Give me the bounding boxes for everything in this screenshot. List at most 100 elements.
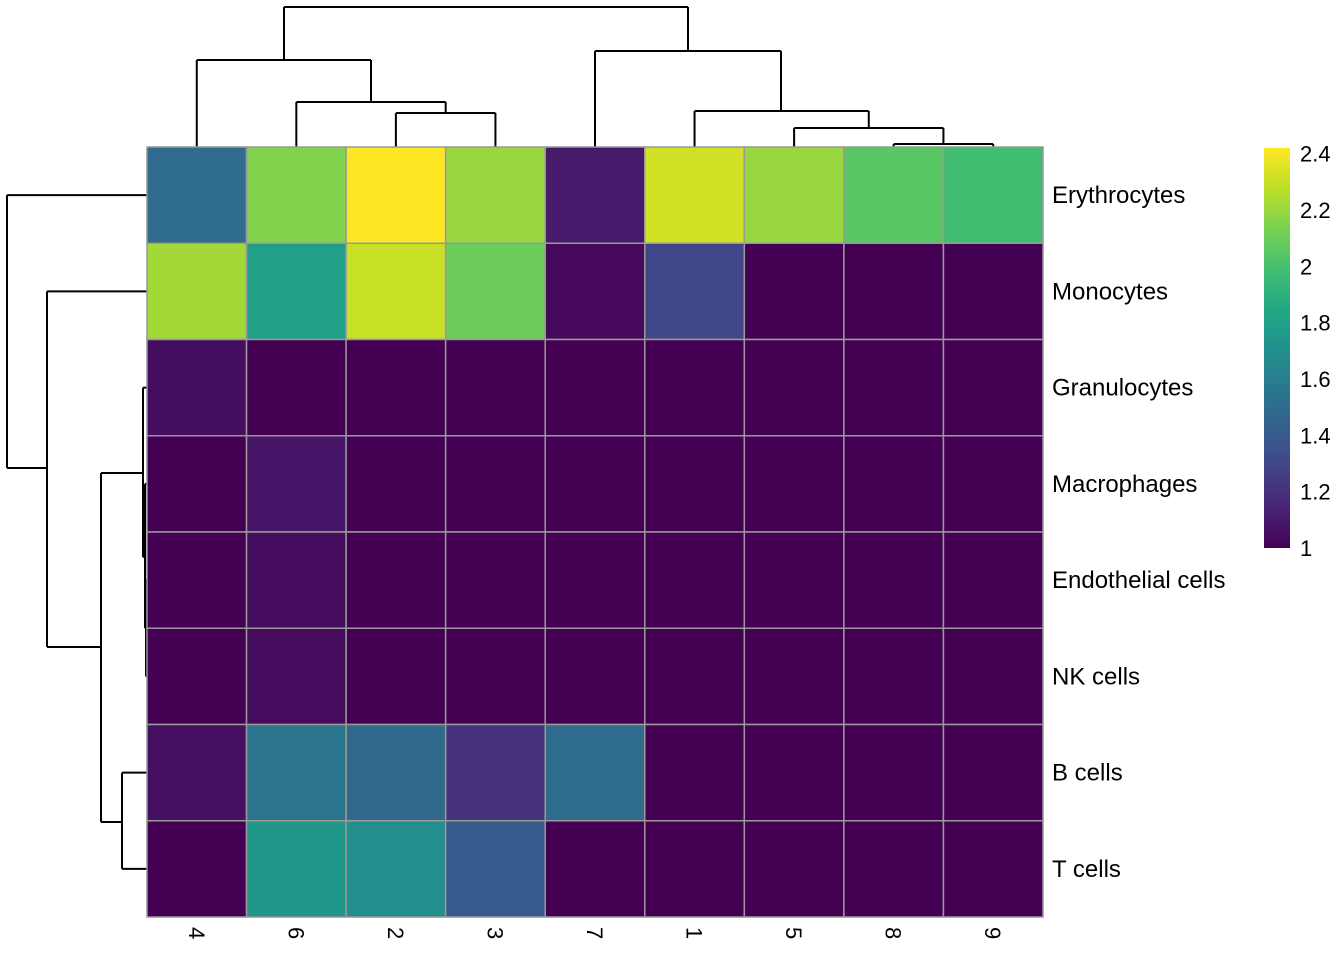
heatmap-cell	[644, 820, 746, 918]
heatmap-cell	[942, 531, 1044, 629]
legend-tick-label: 2	[1300, 254, 1312, 279]
heatmap-cell	[743, 338, 845, 437]
column-label: 4	[184, 927, 209, 939]
heatmap-cell	[444, 627, 546, 726]
heatmap-cell	[743, 435, 845, 533]
heatmap-cell	[843, 820, 945, 918]
heatmap-cell	[544, 242, 646, 341]
heatmap-cell	[345, 627, 447, 726]
heatmap-cell	[942, 723, 1044, 822]
heatmap-cell	[544, 338, 646, 437]
heatmap-cell	[843, 531, 945, 629]
heatmap-cell	[345, 338, 447, 437]
column-label: 2	[383, 927, 408, 939]
heatmap-cell	[644, 627, 746, 726]
column-dendrogram	[195, 6, 995, 147]
row-label: B cells	[1052, 760, 1123, 787]
heatmap-cell	[444, 242, 546, 341]
heatmap-cell	[345, 531, 447, 629]
row-label: T cells	[1052, 856, 1121, 883]
heatmap-cell	[345, 820, 447, 918]
heatmap-cell	[942, 820, 1044, 918]
row-label: Macrophages	[1052, 471, 1197, 498]
heatmap-cell	[146, 146, 248, 244]
heatmap-cell	[444, 723, 546, 822]
column-label: 8	[881, 927, 906, 939]
column-label: 9	[980, 927, 1005, 939]
heatmap-cell	[444, 338, 546, 437]
heatmap-cell	[146, 531, 248, 629]
heatmap-cell	[644, 531, 746, 629]
heatmap-cell	[644, 242, 746, 341]
heatmap-cell	[146, 435, 248, 533]
heatmap-cell	[942, 627, 1044, 726]
row-label: Endothelial cells	[1052, 567, 1225, 594]
heatmap-cell	[146, 627, 248, 726]
heatmap-cell	[942, 146, 1044, 244]
heatmap-cell	[345, 242, 447, 341]
heatmap-cell	[444, 146, 546, 244]
heatmap-cell	[245, 146, 347, 244]
heatmap-cell	[942, 338, 1044, 437]
heatmap-cell	[544, 723, 646, 822]
heatmap-cell	[544, 435, 646, 533]
heatmap-cell	[146, 338, 248, 437]
row-dendrogram	[6, 194, 147, 870]
heatmap-cell	[245, 820, 347, 918]
legend-tick-label: 1.2	[1300, 480, 1331, 505]
heatmap-cell	[245, 723, 347, 822]
heatmap-cell	[743, 723, 845, 822]
heatmap-cell	[345, 146, 447, 244]
heatmap-cell	[644, 723, 746, 822]
row-label: Granulocytes	[1052, 375, 1193, 402]
heatmap-cells	[146, 146, 1044, 918]
heatmap-cell	[843, 627, 945, 726]
heatmap-cell	[942, 242, 1044, 341]
legend-tick-label: 1.8	[1300, 311, 1331, 336]
heatmap-cell	[644, 435, 746, 533]
heatmap-cell	[743, 820, 845, 918]
heatmap-cell	[843, 146, 945, 244]
heatmap-cell	[544, 820, 646, 918]
legend-tick-label: 2.4	[1300, 142, 1331, 167]
heatmap-cell	[743, 146, 845, 244]
heatmap-cell	[146, 820, 248, 918]
heatmap-cell	[444, 820, 546, 918]
heatmap-cell	[245, 242, 347, 341]
row-labels: Erythrocytes Monocytes Granulocytes Macroph…	[1052, 182, 1225, 883]
legend-tick-label: 2.2	[1300, 198, 1331, 223]
heatmap-cell	[444, 531, 546, 629]
heatmap-cell	[245, 627, 347, 726]
heatmap-cell	[644, 338, 746, 437]
heatmap-cell	[544, 627, 646, 726]
column-label: 5	[781, 927, 806, 939]
legend-tick-label: 1.6	[1300, 367, 1331, 392]
row-label: Monocytes	[1052, 278, 1168, 305]
heatmap-cell	[245, 531, 347, 629]
column-label: 3	[482, 927, 507, 939]
heatmap-cell	[843, 338, 945, 437]
column-labels: 4 6 2 3 7 1 5 8 9	[184, 927, 1005, 939]
heatmap-cell	[843, 242, 945, 341]
heatmap-cell	[743, 531, 845, 629]
legend-tick-label: 1.4	[1300, 423, 1331, 448]
heatmap-cell	[345, 435, 447, 533]
row-label: NK cells	[1052, 663, 1140, 690]
heatmap-cell	[743, 242, 845, 341]
heatmap-cell	[345, 723, 447, 822]
color-legend: 2.4 2.2 2 1.8 1.6 1.4 1.2 1	[1264, 142, 1331, 561]
row-label: Erythrocytes	[1052, 182, 1185, 209]
heatmap-cell	[146, 723, 248, 822]
heatmap-cell	[146, 242, 248, 341]
legend-tick-label: 1	[1300, 536, 1312, 561]
column-label: 6	[283, 927, 308, 939]
column-label: 7	[582, 927, 607, 939]
heatmap-cell	[245, 435, 347, 533]
legend-color-bar	[1264, 148, 1290, 548]
heatmap-cell	[942, 435, 1044, 533]
heatmap-cell	[843, 723, 945, 822]
heatmap-cell	[743, 627, 845, 726]
heatmap-cell	[444, 435, 546, 533]
heatmap-cell	[644, 146, 746, 244]
